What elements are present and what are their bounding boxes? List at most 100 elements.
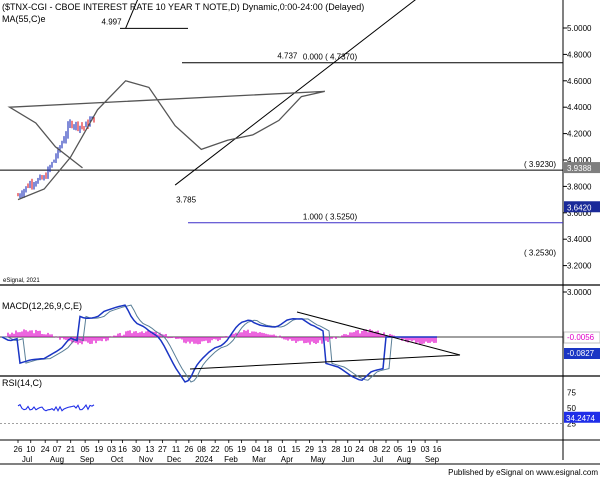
price-tick-label: 4.0000 [567,156,592,165]
horizontal-levels [0,27,563,224]
annotation-label: 4.997 [102,17,123,26]
macd-title: MACD(12,26,9,C,E) [2,301,82,311]
x-day-label: 15 [291,445,300,454]
x-day-label: 30 [132,445,141,454]
price-tick-label: 4.6000 [567,77,592,86]
macd-value-label-2: -0.0827 [567,349,595,358]
price-panel-frame [0,0,563,285]
x-day-label: 03 [421,445,430,454]
rsi-tick-label: 25 [567,420,576,429]
price-tick-label: 3.6000 [567,209,592,218]
x-day-label: 01 [278,445,287,454]
macd-value-label-1: -0.0056 [567,333,595,342]
price-tick-label: 4.8000 [567,50,592,59]
ma-line [7,80,325,201]
macd-lower-trendline [189,354,461,370]
x-day-label: 08 [197,445,206,454]
rsi-value-box [564,411,600,423]
macd-value-box-1 [563,331,600,344]
ma-value-label: 3.9388 [567,164,592,173]
x-month-label: Jul [373,455,383,464]
x-month-label: Mar [252,455,266,464]
x-day-label: 27 [158,445,167,454]
chart-title: ($TNX-CGI - CBOE INTEREST RATE 10 YEAR T… [2,2,364,12]
x-day-label: 04 [252,445,261,454]
x-day-label: 07 [53,445,62,454]
x-day-label: 08 [369,445,378,454]
x-day-label: 19 [94,445,103,454]
x-day-label: 16 [433,445,442,454]
x-day-label: 10 [26,445,35,454]
copyright-text: eSignal, 2021 [3,278,40,284]
ma-series-line [7,80,325,201]
x-month-label: Aug [50,455,64,464]
price-tick-label: 3.2000 [567,262,592,271]
x-day-label: 10 [343,445,352,454]
x-day-label: 19 [407,445,416,454]
x-day-label: 21 [66,445,75,454]
x-day-label: 28 [331,445,340,454]
price-axis-ticks: 5.0000 4.8000 4.6000 4.4000 4.2000 4.0000 3.80… [563,24,592,297]
rsi-tick-label: 75 [567,389,576,398]
x-day-label: 19 [237,445,246,454]
price-tick-label: 4.4000 [567,103,592,112]
published-footer: Published by eSignal on www.esignal.com [448,468,598,477]
x-month-label: Dec [167,455,181,464]
indicator-label: MA(55,C)e [2,14,46,24]
x-month-label: Jun [342,455,355,464]
lower-channel-line [174,0,416,186]
macd-value-box-2 [564,348,600,359]
x-axis: 26 10 24 07 21 05 19 03 16 30 13 27 11 26 08 22 05 19 04 18… [14,440,442,464]
x-day-label: 03 [107,445,116,454]
annotation-label: 1.000 ( 3.5250) [303,213,358,222]
annotation-label: ( 3.2530) [524,249,556,258]
x-day-label: 11 [172,445,181,454]
x-month-label: Nov [139,455,153,464]
x-day-label: 13 [145,445,154,454]
x-month-label: Apr [281,455,294,464]
x-day-label: 24 [355,445,364,454]
price-tick-label: 4.2000 [567,130,592,139]
x-day-label: 24 [41,445,50,454]
annotation-label: 4.737 [277,52,298,61]
x-day-label: 22 [382,445,391,454]
ma-value-box [564,162,600,174]
x-day-label: 26 [14,445,23,454]
price-tick-label: 3.8000 [567,182,592,191]
x-month-label: May [310,455,325,464]
x-day-label: 05 [393,445,402,454]
rsi-title: RSI(14,C) [2,378,42,388]
annotation-label: ( 3.9230) [524,160,556,169]
x-month-label: Sep [425,455,440,464]
x-day-label: 16 [118,445,127,454]
price-tick-label: 3.4000 [567,235,592,244]
rsi-tick-label: 50 [567,404,576,413]
macd-line [1,304,437,383]
macd-signal-line [2,304,437,383]
rsi-value-label: 34.2474 [566,414,595,423]
x-month-label: Sep [80,455,95,464]
price-bars [17,116,95,199]
last-price-box [564,201,600,213]
price-value-labels: 3.9388 3.6420 [564,162,600,213]
x-day-label: 26 [184,445,193,454]
annotations: 4.997 3.785 4.737 0.000 ( 4.7370) ( 3.9230) 1… [102,17,557,257]
x-month-label: 2024 [195,455,213,464]
macd-panel: -0.0056 -0.0827 [0,304,600,383]
annotation-label: 3.785 [176,195,197,204]
rsi-line [17,403,95,412]
x-day-label: 13 [318,445,327,454]
x-month-label: Feb [224,455,238,464]
macd-upper-trendline [296,311,461,356]
x-day-label: 22 [211,445,220,454]
x-day-label: 05 [224,445,233,454]
price-tick-label: 5.0000 [567,24,592,33]
x-month-label: Oct [111,455,124,464]
x-day-label: 29 [305,445,314,454]
x-day-label: 05 [81,445,90,454]
price-tick-label: 3.0000 [567,288,592,297]
last-price-label: 3.6420 [567,203,592,212]
x-month-label: Jul [22,455,32,464]
